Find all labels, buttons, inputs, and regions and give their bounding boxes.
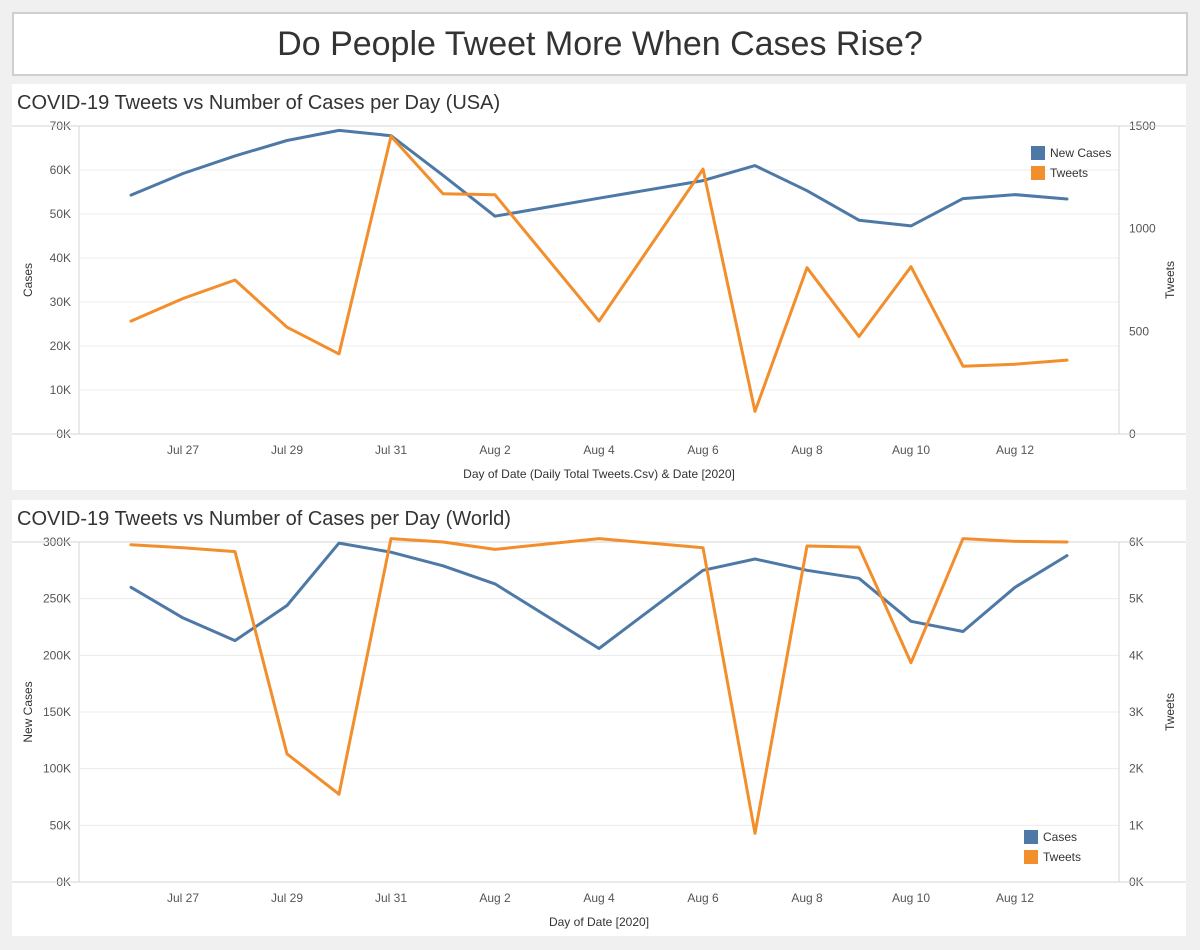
dashboard-title: Do People Tweet More When Cases Rise? (277, 24, 923, 63)
legend-label-tweets: Tweets (1043, 850, 1081, 864)
chart-legend: Cases Tweets (1024, 830, 1081, 864)
y2-tick-label: 4K (1129, 648, 1144, 662)
dashboard-title-box: Do People Tweet More When Cases Rise? (12, 12, 1188, 76)
legend-label-tweets: Tweets (1050, 166, 1088, 180)
series-line-tweets[interactable] (129, 134, 1069, 413)
y2-axis-title: Tweets (1163, 693, 1177, 731)
world-chart-title: COVID-19 Tweets vs Number of Cases per D… (17, 508, 511, 530)
x-tick-label: Aug 6 (687, 891, 719, 905)
x-tick-label: Aug 10 (892, 891, 930, 905)
y2-axis-title: Tweets (1163, 261, 1177, 299)
x-tick-label: Aug 4 (583, 891, 615, 905)
x-tick-label: Aug 12 (996, 443, 1034, 457)
y2-tick-label: 1000 (1129, 222, 1156, 236)
y-tick-label: 60K (50, 163, 71, 177)
legend-label-new-cases: New Cases (1050, 146, 1111, 160)
chart-legend: New Cases Tweets (1031, 146, 1111, 180)
legend-swatch-tweets (1031, 166, 1045, 180)
x-tick-label: Aug 2 (479, 443, 511, 457)
x-tick-label: Aug 8 (791, 443, 823, 457)
x-tick-label: Aug 10 (892, 443, 930, 457)
x-tick-label: Aug 6 (687, 443, 719, 457)
y-tick-label: 100K (43, 762, 71, 776)
y-tick-label: 50K (50, 207, 71, 221)
x-tick-label: Jul 27 (167, 891, 199, 905)
world-chart-svg[interactable]: 0K50K100K150K200K250K300K0K1K2K3K4K5K6KJ… (12, 500, 1186, 936)
usa-chart-title: COVID-19 Tweets vs Number of Cases per D… (17, 92, 501, 114)
legend-swatch-tweets (1024, 850, 1038, 864)
y-tick-label: 20K (50, 339, 71, 353)
y-tick-label: 40K (50, 251, 71, 265)
x-tick-label: Aug 8 (791, 891, 823, 905)
y-axis-title: New Cases (21, 681, 35, 742)
x-tick-label: Jul 29 (271, 443, 303, 457)
x-tick-label: Jul 27 (167, 443, 199, 457)
y-axis-title: Cases (21, 263, 35, 297)
x-tick-label: Jul 29 (271, 891, 303, 905)
y-tick-label: 10K (50, 383, 71, 397)
y2-tick-label: 1K (1129, 818, 1144, 832)
x-tick-label: Aug 4 (583, 443, 615, 457)
x-tick-label: Aug 12 (996, 891, 1034, 905)
x-axis-title: Day of Date [2020] (549, 915, 649, 929)
usa-chart-panel: COVID-19 Tweets vs Number of Cases per D… (12, 84, 1186, 490)
series-line-new-cases[interactable] (129, 128, 1069, 228)
y2-tick-label: 3K (1129, 705, 1144, 719)
y2-tick-label: 5K (1129, 592, 1144, 606)
y2-tick-label: 500 (1129, 324, 1149, 338)
legend-swatch-cases (1024, 830, 1038, 844)
y-tick-label: 30K (50, 295, 71, 309)
y-tick-label: 200K (43, 648, 71, 662)
x-tick-label: Aug 2 (479, 891, 511, 905)
series-line-cases[interactable] (129, 541, 1069, 650)
y-tick-label: 150K (43, 705, 71, 719)
x-tick-label: Jul 31 (375, 891, 407, 905)
x-axis-title: Day of Date (Daily Total Tweets.Csv) & D… (463, 467, 735, 481)
legend-label-cases: Cases (1043, 830, 1077, 844)
y2-tick-label: 2K (1129, 762, 1144, 776)
legend-swatch-new-cases (1031, 146, 1045, 160)
series-line-tweets[interactable] (129, 537, 1069, 835)
y-tick-label: 250K (43, 592, 71, 606)
x-tick-label: Jul 31 (375, 443, 407, 457)
world-chart-panel: COVID-19 Tweets vs Number of Cases per D… (12, 500, 1186, 936)
y-tick-label: 50K (50, 818, 71, 832)
